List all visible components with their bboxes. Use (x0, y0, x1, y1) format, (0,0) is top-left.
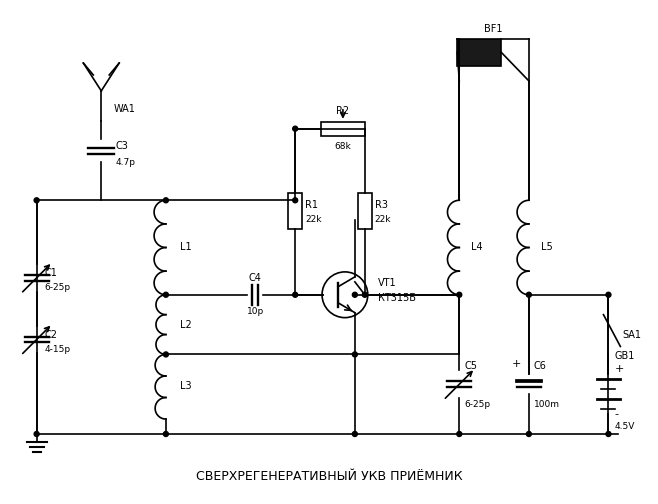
Circle shape (293, 126, 297, 131)
Text: SA1: SA1 (622, 330, 642, 340)
Text: L2: L2 (180, 320, 191, 330)
Text: R3: R3 (375, 200, 388, 210)
Text: C4: C4 (249, 273, 262, 283)
Circle shape (293, 292, 297, 297)
Text: 4.7p: 4.7p (115, 158, 135, 167)
Text: 10p: 10p (247, 307, 264, 316)
Circle shape (363, 292, 367, 297)
Circle shape (34, 198, 39, 203)
Text: L1: L1 (180, 242, 191, 252)
Circle shape (293, 198, 297, 203)
Bar (358, 194, 372, 229)
Circle shape (526, 431, 532, 436)
Bar (321, 122, 365, 136)
Text: L5: L5 (541, 242, 553, 252)
Text: C6: C6 (534, 361, 547, 371)
Text: -: - (615, 409, 619, 419)
Text: R1: R1 (305, 200, 318, 210)
Text: 68k: 68k (334, 142, 351, 151)
Bar (288, 194, 302, 229)
Circle shape (457, 292, 462, 297)
Text: КТ315Б: КТ315Б (378, 293, 416, 303)
Circle shape (163, 198, 168, 203)
Text: L4: L4 (471, 242, 483, 252)
Text: +: + (615, 364, 624, 374)
Text: +: + (511, 359, 521, 369)
Text: L3: L3 (180, 381, 191, 391)
Text: 6-25p: 6-25p (45, 283, 70, 292)
Text: 22k: 22k (305, 215, 322, 224)
Bar (457, 39, 501, 66)
Text: 4.5V: 4.5V (615, 421, 635, 430)
Text: GB1: GB1 (615, 351, 635, 361)
Text: 100m: 100m (534, 400, 560, 409)
Text: 4-15p: 4-15p (45, 345, 70, 354)
Circle shape (163, 292, 168, 297)
Circle shape (457, 431, 462, 436)
Text: 6-25p: 6-25p (465, 400, 490, 409)
Text: C1: C1 (45, 268, 57, 278)
Circle shape (353, 431, 357, 436)
Circle shape (163, 431, 168, 436)
Circle shape (353, 292, 357, 297)
Text: 22k: 22k (375, 215, 392, 224)
Text: C3: C3 (115, 141, 128, 151)
Text: C2: C2 (45, 330, 58, 340)
Circle shape (353, 352, 357, 357)
Text: R2: R2 (336, 106, 349, 116)
Circle shape (163, 352, 168, 357)
Text: C5: C5 (465, 361, 477, 371)
Circle shape (606, 292, 611, 297)
Text: WA1: WA1 (113, 104, 135, 114)
Circle shape (526, 292, 532, 297)
Text: BF1: BF1 (484, 24, 503, 34)
Circle shape (34, 431, 39, 436)
Text: VT1: VT1 (378, 278, 396, 288)
Text: СВЕРХРЕГЕНЕРАТИВНЫЙ УКВ ПРИЁМНИК: СВЕРХРЕГЕНЕРАТИВНЫЙ УКВ ПРИЁМНИК (195, 470, 463, 483)
Circle shape (606, 431, 611, 436)
